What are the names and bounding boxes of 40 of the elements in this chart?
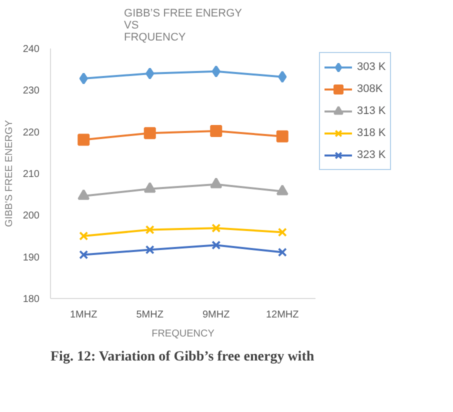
x-axis-title: FREQUENCY [152, 328, 215, 340]
point [212, 224, 221, 233]
chart-title: GIBB’S FREE ENERGY VS FRQUENCY [124, 8, 243, 44]
point [79, 72, 88, 84]
point [79, 250, 88, 260]
point [145, 225, 154, 234]
point [78, 134, 90, 146]
point [276, 130, 288, 142]
y-tick-label: 220 [22, 127, 40, 138]
x-tick-label: 1MHZ [70, 310, 98, 320]
point [144, 127, 156, 140]
y-tick-label: 210 [22, 169, 40, 180]
y-tick-label: 180 [22, 294, 40, 305]
point [212, 240, 221, 250]
point [144, 182, 156, 193]
point [146, 68, 154, 80]
point [210, 125, 222, 137]
point [210, 178, 222, 188]
legend-label: 323 K [357, 149, 386, 161]
point [278, 248, 287, 257]
point [278, 70, 287, 83]
point [278, 228, 287, 237]
point [79, 231, 88, 241]
point [276, 184, 288, 196]
y-axis-title: GIBB'S FREE ENERGY [4, 120, 15, 227]
x-tick-label: 9MHZ [202, 310, 230, 320]
point [145, 245, 154, 254]
legend-label: 308K [357, 83, 383, 95]
x-tick-label: 5MHZ [136, 310, 164, 320]
legend-label: 313 K [357, 105, 386, 117]
point [212, 65, 220, 78]
caption: Fig. 12: Variation of Gibb’s free energy with [50, 350, 314, 364]
legend-label: 318 K [357, 127, 386, 139]
y-tick-label: 190 [22, 252, 40, 264]
y-tick-label: 230 [22, 86, 40, 97]
point [78, 189, 90, 200]
legend-label: 303 K [357, 61, 386, 73]
y-tick-label: 240 [22, 44, 40, 55]
x-tick-label: 12MHZ [266, 310, 299, 320]
y-tick-label: 200 [22, 210, 40, 222]
